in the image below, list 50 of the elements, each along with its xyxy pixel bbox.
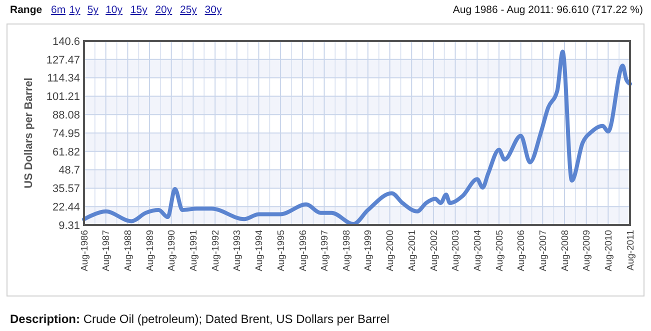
text: 15y	[130, 4, 148, 16]
x-tick-label: Aug-2004	[472, 230, 484, 272]
y-tick-label: 48.7	[58, 164, 80, 177]
x-tick-label: Aug-1990	[166, 230, 178, 272]
y-tick-label: 88.08	[52, 109, 80, 122]
x-tick-label: Aug-1997	[320, 230, 331, 272]
y-tick-label: 114.34	[47, 72, 80, 85]
text: Range	[10, 4, 42, 16]
y-tick-label: 61.82	[52, 146, 80, 158]
x-tick-label: Aug-1993	[232, 230, 244, 272]
x-tick-label: Aug-2009	[582, 230, 593, 272]
x-tick-label: Aug-2011	[625, 230, 636, 270]
y-axis-title: US Dollars per Barrel	[23, 78, 35, 188]
text: 10y	[106, 4, 124, 16]
text: 5y	[87, 4, 100, 16]
y-tick-label: 101.21	[46, 91, 80, 104]
x-tick-label: Aug-2001	[406, 230, 418, 272]
x-tick-label: Aug-1998	[341, 230, 352, 272]
text: Description: Crude Oil (petroleum); Dated Brent, US Dollars per Barrel	[10, 312, 390, 326]
x-tick-label: Aug-2000	[385, 230, 396, 272]
x-tick-label: Aug-2003	[450, 230, 462, 272]
x-tick-label: Aug-1989	[144, 230, 156, 272]
x-tick-label: Aug-2010	[604, 230, 614, 272]
text: 30y	[204, 4, 222, 16]
x-tick-label: Aug-1995	[276, 230, 287, 272]
x-tick-label: Aug-2006	[516, 230, 528, 272]
x-tick-label: Aug-1986	[79, 230, 90, 272]
y-tick-label: 35.57	[52, 183, 80, 196]
x-tick-label: Aug-2008	[560, 230, 571, 272]
text: 1y	[69, 4, 82, 16]
x-tick-label: Aug-1992	[210, 230, 222, 272]
text: Aug 1986 - Aug 2011: 96.610 (717.22 %)	[452, 4, 643, 16]
y-tick-label: 9.31	[58, 220, 80, 232]
y-tick-label: 127.47	[46, 54, 80, 66]
x-tick-label: Aug-1988	[123, 230, 134, 272]
x-tick-label: Aug-1991	[188, 230, 200, 272]
x-tick-label: Aug-1999	[363, 230, 374, 272]
text: 25y	[180, 4, 198, 16]
y-tick-label: 22.44	[52, 201, 80, 214]
y-tick-label: 140.6	[52, 36, 80, 48]
x-tick-label: Aug-1996	[298, 230, 309, 272]
text: 6m	[51, 4, 66, 16]
text: 20y	[155, 4, 173, 16]
x-tick-label: Aug-2007	[538, 230, 549, 272]
x-tick-label: Aug-2005	[494, 230, 506, 272]
x-tick-label: Aug-2002	[428, 230, 440, 272]
x-tick-label: Aug-1987	[101, 230, 112, 272]
line-series	[82, 50, 632, 226]
y-tick-label: 74.95	[52, 128, 80, 140]
x-tick-label: Aug-1994	[254, 230, 266, 272]
